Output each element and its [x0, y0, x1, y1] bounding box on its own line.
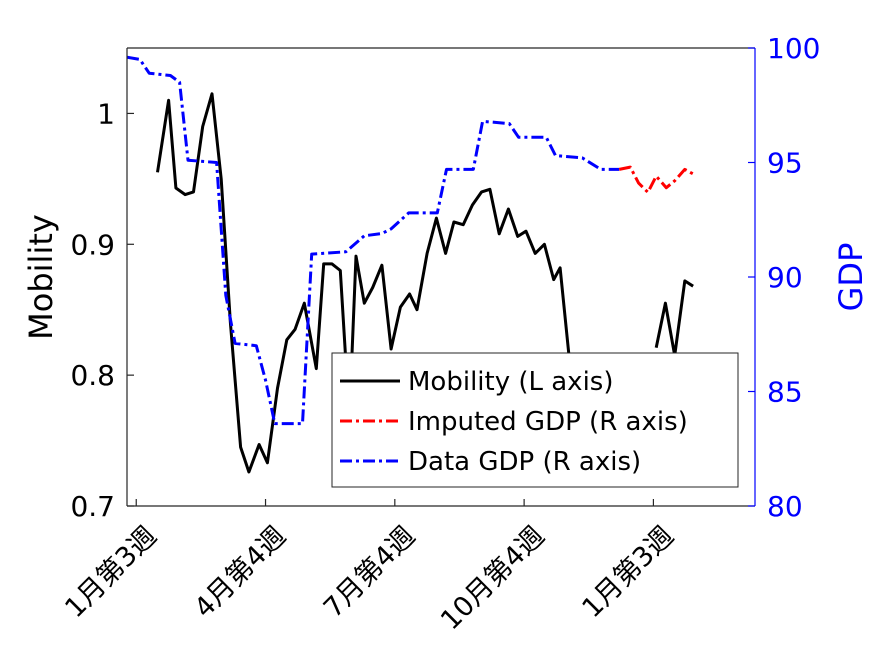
left-ytick-label: 0.9 [70, 228, 115, 261]
legend: Mobility (L axis) Imputed GDP (R axis) Dat… [331, 352, 739, 488]
series-line-1-data-gdp-r-axis [127, 55, 620, 426]
right-ytick-label: 85 [767, 376, 803, 409]
left-ytick-label: 0.7 [70, 490, 115, 523]
right-ytick-label: 90 [767, 261, 803, 294]
legend-label: Mobility (L axis) [408, 367, 614, 397]
left-ytick-label: 1 [97, 97, 115, 130]
right-axis-label: GDP [832, 243, 870, 312]
left-axis-label: Mobility [22, 214, 60, 340]
right-ytick-label: 100 [767, 32, 820, 65]
series-line-2-imputed-gdp-r-axis [618, 165, 694, 194]
legend-box [331, 352, 739, 488]
legend-label: Imputed GDP (R axis) [408, 407, 688, 437]
series-line-0-mobility-l-axis [156, 92, 572, 474]
legend-label: Data GDP (R axis) [408, 447, 641, 477]
right-ytick-label: 80 [767, 490, 803, 523]
left-ytick-label: 0.8 [70, 359, 115, 392]
right-ytick-label: 95 [767, 147, 803, 180]
